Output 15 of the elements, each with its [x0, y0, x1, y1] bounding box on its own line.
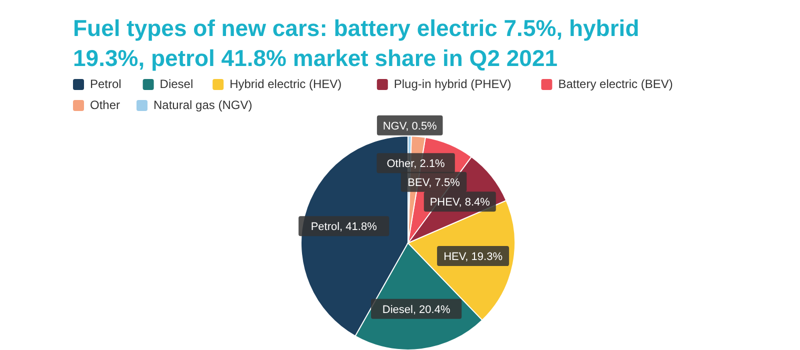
data-label: BEV, 7.5% — [408, 176, 460, 189]
legend-label: Other — [90, 98, 120, 112]
chart-title: Fuel types of new cars: battery electric 7.5%, hybrid 19.3%, petrol 41.8% market share in Q2 2021 — [73, 15, 640, 71]
legend-label: Petrol — [90, 77, 122, 91]
data-label: HEV, 19.3% — [444, 251, 503, 264]
data-label: Diesel, 20.4% — [382, 304, 450, 316]
data-label: PHEV, 8.4% — [430, 196, 490, 209]
data-label: NGV, 0.5% — [382, 120, 438, 132]
legend-label: Hybrid electric (HEV) — [230, 77, 342, 91]
legend-label: Battery electric (BEV) — [558, 77, 673, 91]
data-label: Other, 2.1% — [386, 158, 446, 170]
data-label: Petrol, 41.8% — [310, 221, 378, 234]
legend-label: Plug-in hybrid (PHEV) — [394, 77, 512, 91]
legend-label: Diesel — [160, 77, 194, 91]
legend-label: Natural gas (NGV) — [154, 98, 252, 112]
